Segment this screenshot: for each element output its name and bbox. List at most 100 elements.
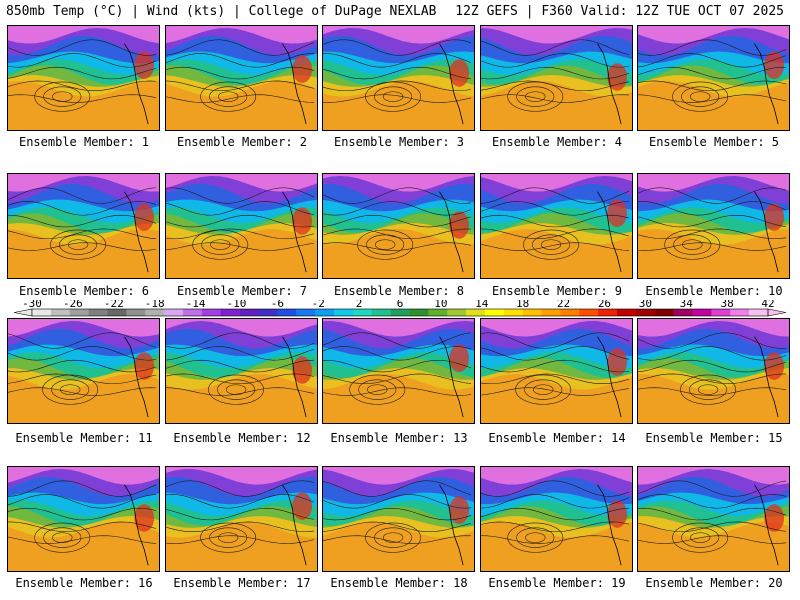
colorbar-left-arrow — [13, 308, 33, 317]
ensemble-map-panel — [322, 318, 475, 424]
colorbar-swatch — [333, 309, 354, 316]
colorbar-tick-label: 26 — [598, 300, 611, 310]
colorbar-swatch — [598, 309, 618, 316]
colorbar-tick-label: 38 — [720, 300, 733, 310]
ensemble-member-label: Ensemble Member: 7 — [176, 284, 308, 298]
ensemble-map-panel — [480, 466, 633, 572]
colorbar-swatch — [164, 309, 184, 316]
ensemble-member-label: Ensemble Member: 13 — [330, 431, 468, 445]
colorbar-swatch — [466, 309, 486, 316]
colorbar-tick-label: -26 — [63, 300, 83, 310]
ensemble-member-label: Ensemble Member: 6 — [18, 284, 150, 298]
ensemble-member-label: Ensemble Member: 17 — [173, 576, 311, 590]
colorbar-swatch — [484, 309, 505, 316]
colorbar-tick-label: 42 — [761, 300, 774, 310]
colorbar-swatch — [201, 309, 222, 316]
colorbar-swatch — [107, 309, 127, 316]
colorbar-swatch — [522, 309, 542, 316]
colorbar-swatch — [352, 309, 372, 316]
ensemble-map-panel — [480, 25, 633, 131]
colorbar-tick-label: -6 — [271, 300, 284, 310]
colorbar-swatch — [711, 309, 731, 316]
ensemble-map-panel — [165, 466, 318, 572]
colorbar-swatch — [541, 309, 561, 316]
colorbar-tick-label: -14 — [186, 300, 206, 310]
colorbar-swatch — [579, 309, 599, 316]
colorbar-swatch — [296, 309, 316, 316]
colorbar-swatch — [692, 309, 712, 316]
run-info: 12Z GEFS | F360 Valid: 12Z TUE OCT 07 20… — [455, 4, 784, 19]
ensemble-map-panel — [165, 25, 318, 131]
ensemble-map-panel — [322, 25, 475, 131]
colorbar-tick-label: 22 — [557, 300, 570, 310]
ensemble-member-label: Ensemble Member: 9 — [491, 284, 623, 298]
ensemble-member-label: Ensemble Member: 20 — [645, 576, 783, 590]
ensemble-map-panel — [322, 173, 475, 279]
ensemble-map-panel — [637, 318, 790, 424]
colorbar-tick-label: 34 — [680, 300, 694, 310]
colorbar-tick-label: -30 — [22, 300, 42, 310]
ensemble-map-panel — [637, 25, 790, 131]
colorbar-swatch — [428, 309, 448, 316]
colorbar-swatch — [635, 309, 656, 316]
colorbar-tick-label: -18 — [145, 300, 165, 310]
ensemble-map-panel — [480, 173, 633, 279]
chart-title: 850mb Temp (°C) | Wind (kts) | College o… — [6, 4, 437, 19]
colorbar-swatch — [126, 309, 146, 316]
colorbar-right-arrow — [767, 308, 787, 317]
ensemble-member-label: Ensemble Member: 4 — [491, 135, 623, 149]
colorbar-tick-label: 30 — [639, 300, 652, 310]
colorbar-tick-label: -2 — [312, 300, 325, 310]
ensemble-map-panel — [7, 318, 160, 424]
colorbar-swatch — [277, 309, 297, 316]
colorbar-swatch — [503, 309, 523, 316]
colorbar-swatch — [390, 309, 410, 316]
colorbar-tick-label: 18 — [516, 300, 529, 310]
ensemble-member-label: Ensemble Member: 8 — [333, 284, 465, 298]
ensemble-map-panel — [7, 173, 160, 279]
ensemble-map-panel — [165, 173, 318, 279]
colorbar-swatch — [239, 309, 259, 316]
ensemble-member-label: Ensemble Member: 16 — [15, 576, 153, 590]
colorbar-swatch — [145, 309, 165, 316]
ensemble-member-label: Ensemble Member: 11 — [15, 431, 153, 445]
colorbar-tick-label: -22 — [104, 300, 124, 310]
colorbar-svg: -30 -26 -22 -18 -14 -10 -6 -2 2 6 10 14 18 22 26 30 34 38… — [13, 300, 787, 317]
colorbar-swatch — [32, 309, 52, 316]
colorbar-swatch — [371, 309, 391, 316]
colorbar-swatch — [182, 309, 203, 316]
colorbar-tick-label: 14 — [475, 300, 489, 310]
temperature-colorbar: -30 -26 -22 -18 -14 -10 -6 -2 2 6 10 14 18 22 26 30 34 38… — [10, 300, 790, 320]
colorbar-tick-label: 6 — [397, 300, 404, 310]
ensemble-member-label: Ensemble Member: 18 — [330, 576, 468, 590]
ensemble-member-label: Ensemble Member: 12 — [173, 431, 311, 445]
colorbar-swatch — [617, 309, 637, 316]
colorbar-swatch — [409, 309, 429, 316]
colorbar-swatch — [447, 309, 467, 316]
ensemble-map-panel — [7, 25, 160, 131]
colorbar-swatch — [88, 309, 108, 316]
ensemble-member-label: Ensemble Member: 3 — [333, 135, 465, 149]
colorbar-tick-label: 2 — [356, 300, 363, 310]
colorbar-swatch — [69, 309, 89, 316]
ensemble-map-panel — [322, 466, 475, 572]
colorbar-swatch — [560, 309, 580, 316]
ensemble-map-panel — [165, 318, 318, 424]
ensemble-member-label: Ensemble Member: 15 — [645, 431, 783, 445]
ensemble-map-panel — [480, 318, 633, 424]
colorbar-swatch — [673, 309, 693, 316]
colorbar-tick-label: -10 — [227, 300, 247, 310]
colorbar-swatch — [220, 309, 240, 316]
colorbar-tick-label: 10 — [434, 300, 447, 310]
ensemble-member-label: Ensemble Member: 5 — [648, 135, 780, 149]
colorbar-swatch — [654, 309, 674, 316]
ensemble-member-label: Ensemble Member: 14 — [488, 431, 626, 445]
colorbar-swatch — [730, 309, 750, 316]
colorbar-swatch — [315, 309, 335, 316]
colorbar-swatch — [50, 309, 71, 316]
colorbar-swatch — [749, 309, 769, 316]
ensemble-map-panel — [7, 466, 160, 572]
ensemble-map-panel — [637, 173, 790, 279]
ensemble-member-label: Ensemble Member: 1 — [18, 135, 150, 149]
colorbar-swatch — [258, 309, 278, 316]
